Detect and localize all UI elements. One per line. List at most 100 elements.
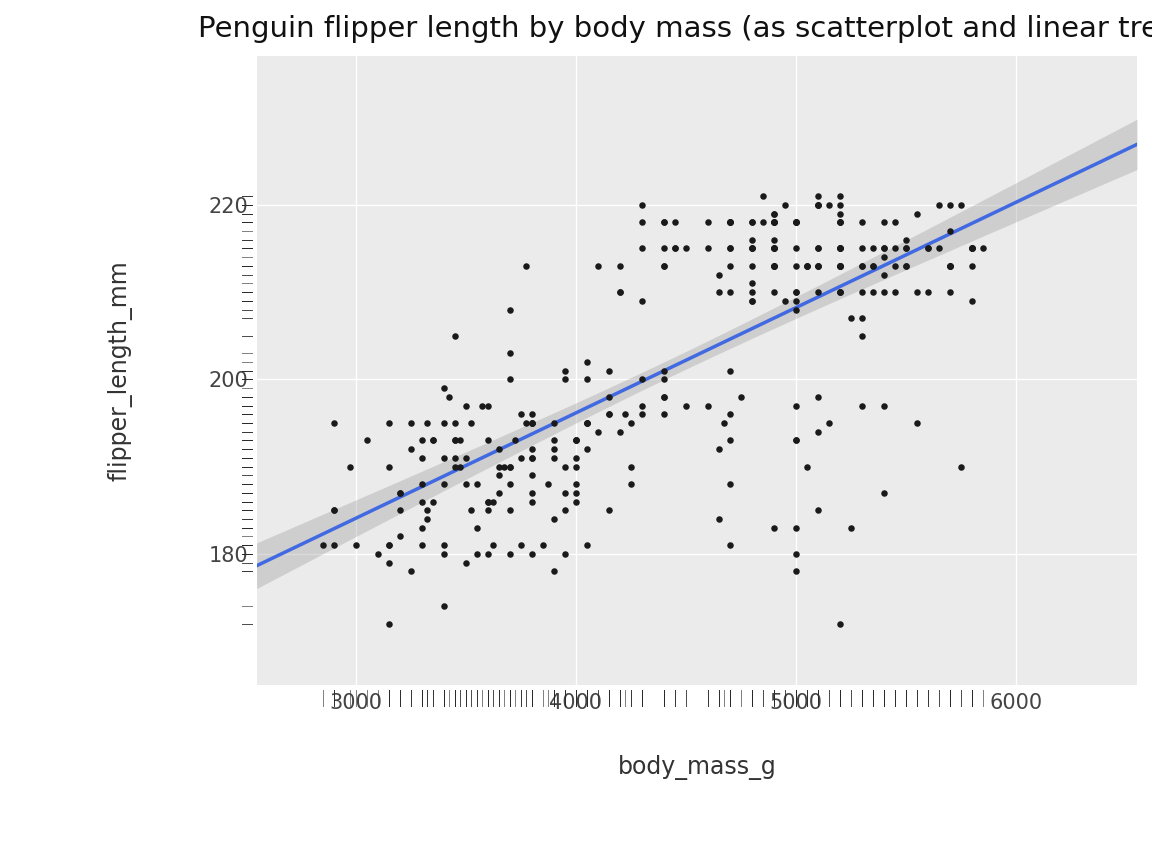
Point [743,294,761,308]
Point [710,268,728,282]
Point [963,259,982,273]
Point [710,442,728,456]
Point [852,259,871,273]
Point [523,451,541,465]
Point [732,390,750,403]
Point [412,477,431,491]
Point [963,294,982,308]
Point [721,215,740,229]
Point [517,416,536,430]
Point [654,215,673,229]
Point [831,242,849,256]
Point [440,390,458,403]
Point [500,302,518,316]
Point [654,390,673,403]
Point [852,285,871,299]
Point [930,242,948,256]
Point [490,442,508,456]
Point [831,285,849,299]
Point [809,259,827,273]
Point [886,215,904,229]
Point [941,198,960,212]
Point [941,259,960,273]
Point [446,434,464,448]
Point [715,416,734,430]
Point [434,538,453,552]
Point [874,486,893,499]
Point [787,285,805,299]
Point [500,346,518,360]
Point [852,242,871,256]
Point [941,224,960,238]
Point [743,259,761,273]
Point [963,242,982,256]
Point [379,617,397,631]
Point [424,434,442,448]
Point [765,206,783,220]
Point [468,547,486,561]
Point [765,259,783,273]
Point [347,538,365,552]
Point [599,408,617,422]
Point [721,215,740,229]
Point [424,434,442,448]
Point [852,329,871,343]
Point [567,486,585,499]
Point [831,259,849,273]
Point [676,398,695,412]
Point [787,521,805,535]
Point [753,189,772,203]
Point [765,521,783,535]
Point [852,398,871,412]
Point [555,364,574,378]
Point [874,251,893,264]
Point [797,259,816,273]
Point [886,259,904,273]
Point [611,425,629,439]
Point [506,434,524,448]
Point [523,416,541,430]
Point [765,242,783,256]
Point [710,512,728,526]
Point [577,538,596,552]
Point [632,215,651,229]
Point [666,242,684,256]
Point [478,434,497,448]
Point [787,215,805,229]
Point [743,242,761,256]
Point [820,198,839,212]
Point [787,398,805,412]
Point [809,390,827,403]
Point [775,198,794,212]
Point [490,460,508,473]
Point [545,564,563,578]
Point [831,242,849,256]
Point [589,425,607,439]
Point [412,434,431,448]
Point [698,215,717,229]
Point [654,372,673,386]
Point [446,460,464,473]
Point [611,285,629,299]
Point [622,460,641,473]
Point [765,242,783,256]
Point [434,381,453,395]
Point [500,504,518,518]
Point [852,215,871,229]
Point [809,259,827,273]
Point [831,285,849,299]
Point [864,242,882,256]
Point [484,538,502,552]
Point [456,556,475,569]
Point [500,460,518,473]
Point [523,547,541,561]
Point [402,564,420,578]
Point [418,416,437,430]
Point [765,242,783,256]
Point [809,198,827,212]
Point [852,259,871,273]
Point [545,451,563,465]
Point [567,460,585,473]
Point [831,198,849,212]
Point [809,242,827,256]
